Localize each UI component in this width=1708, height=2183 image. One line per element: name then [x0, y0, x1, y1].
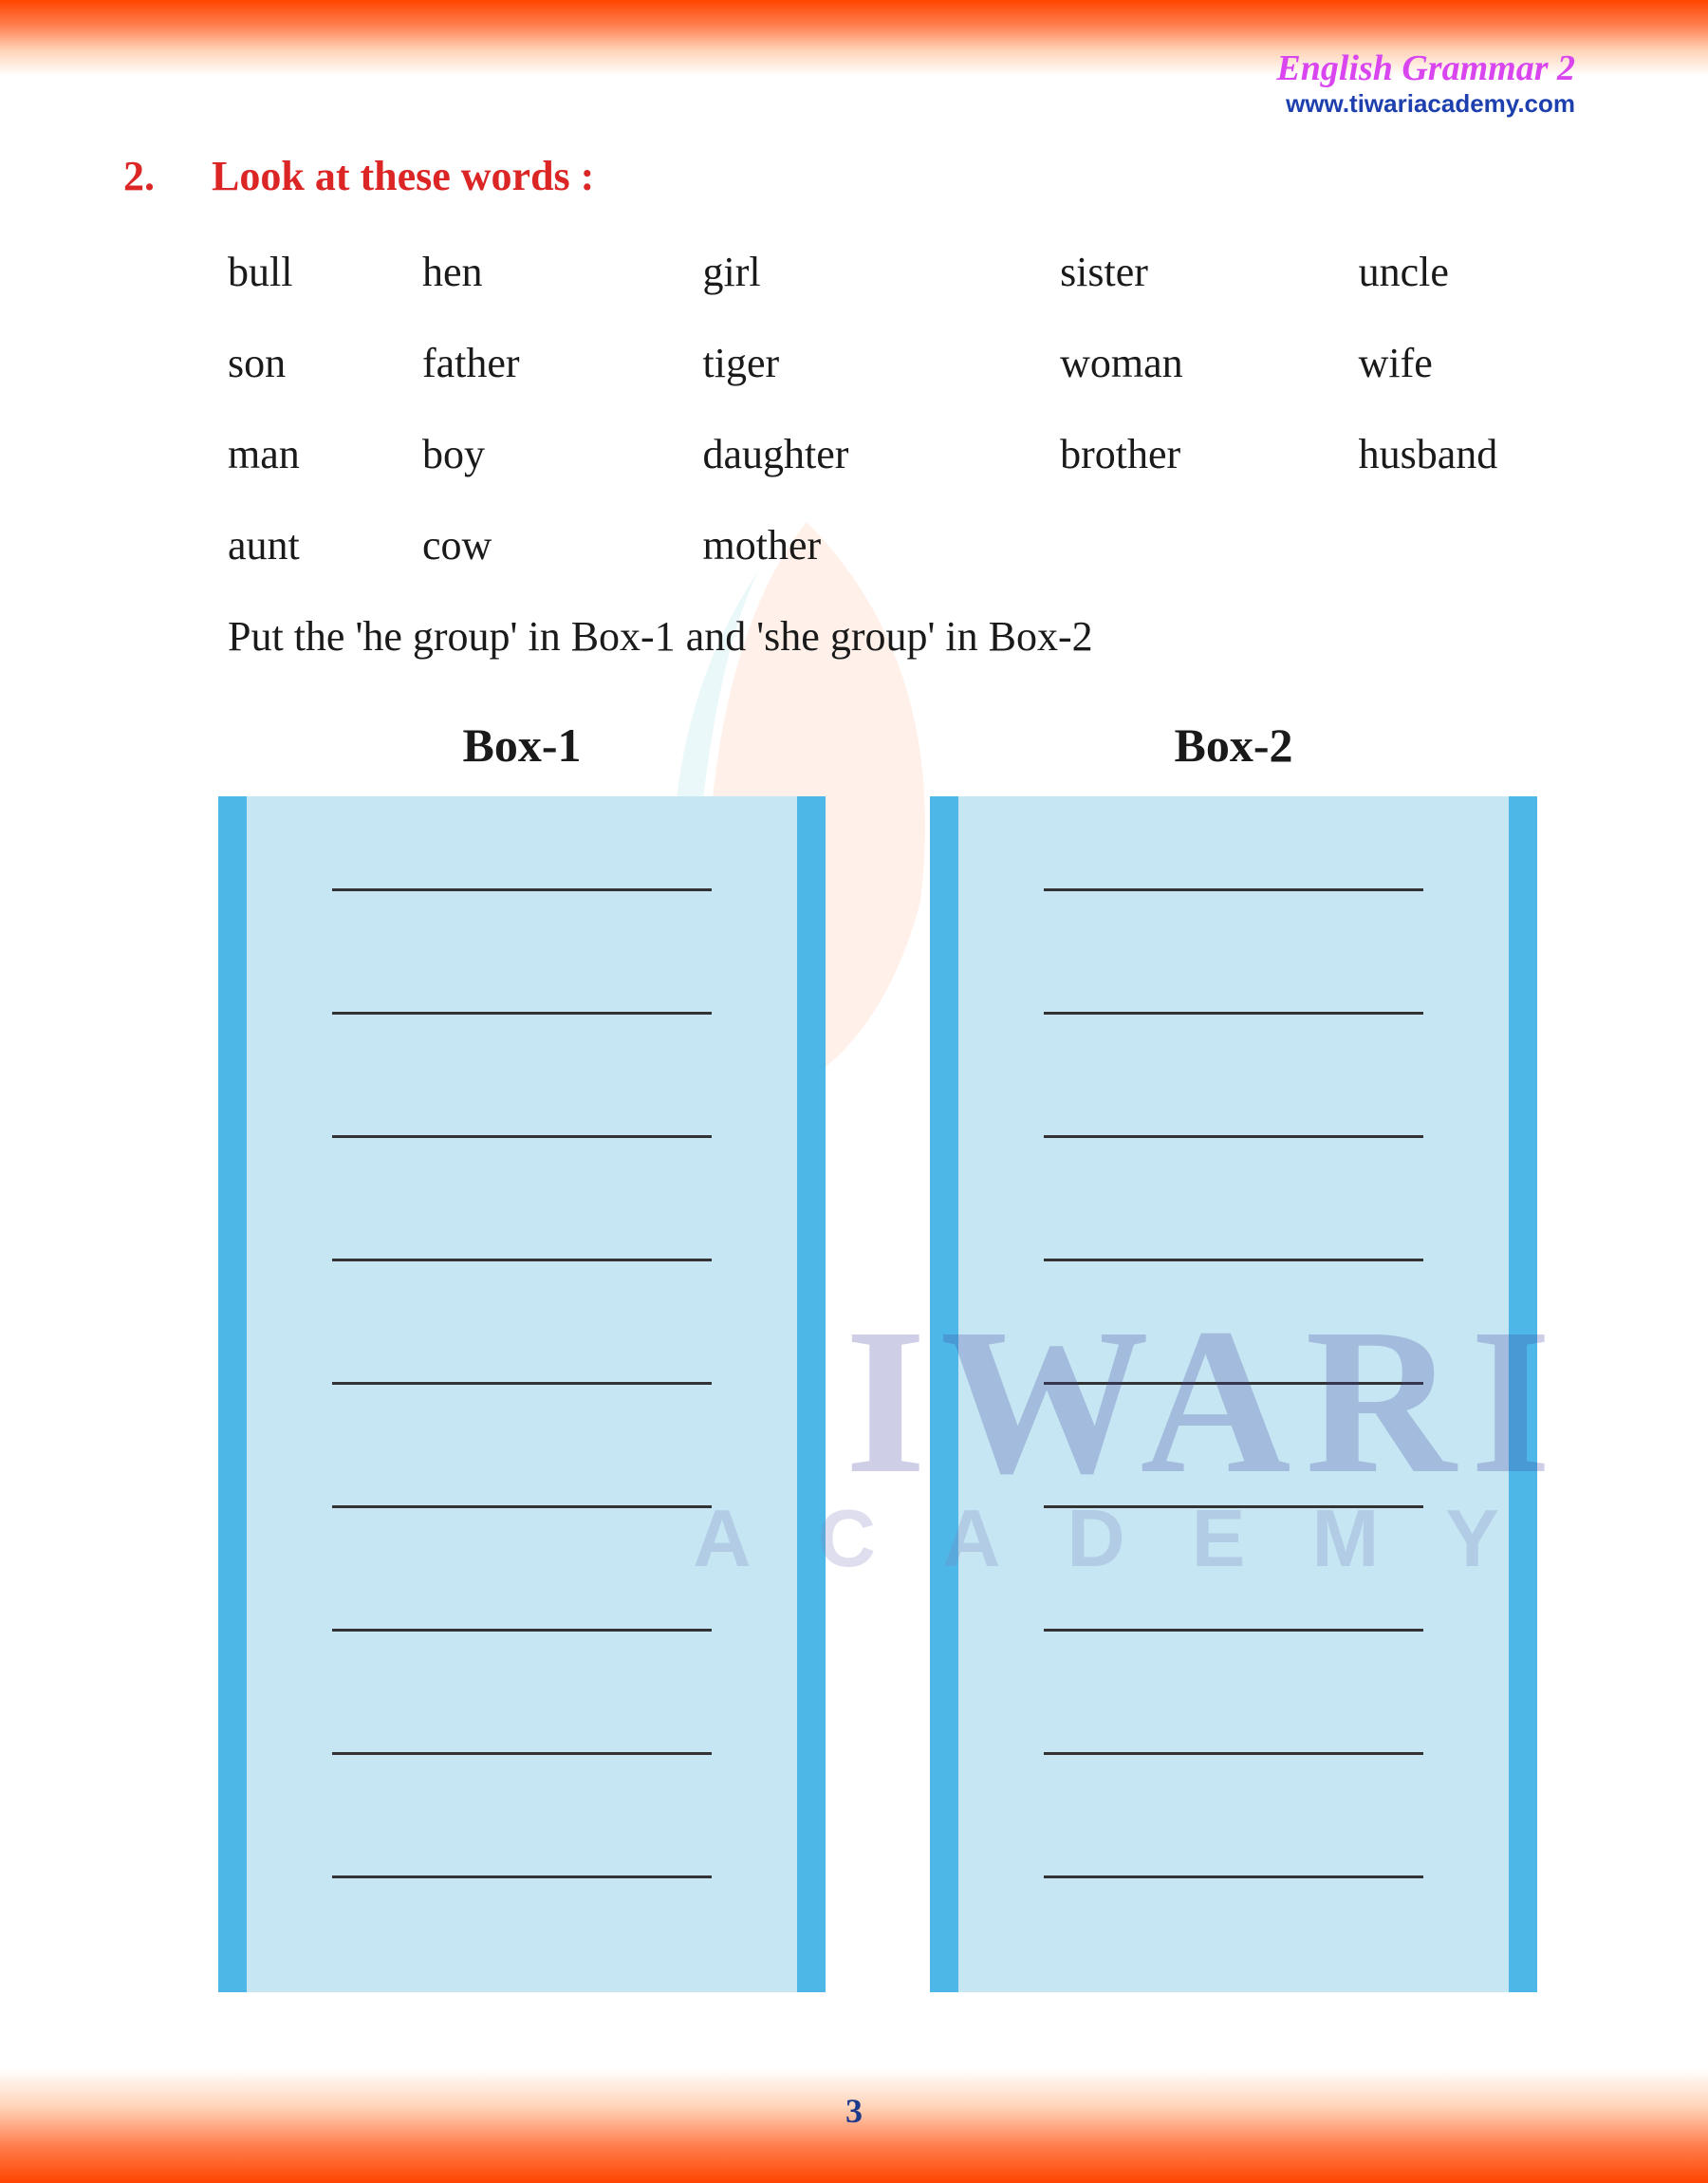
word: tiger [703, 339, 1061, 387]
blank-line[interactable] [1044, 1584, 1423, 1632]
blank-line[interactable] [1044, 1461, 1423, 1508]
blank-line[interactable] [1044, 1091, 1423, 1138]
blank-line[interactable] [332, 1337, 712, 1385]
word-row: man boy daughter brother husband [228, 430, 1585, 478]
blank-line[interactable] [1044, 967, 1423, 1015]
box-1-body [218, 796, 826, 1992]
word: man [228, 430, 422, 478]
blank-line[interactable] [1044, 1214, 1423, 1261]
answer-box-2: Box-2 [930, 718, 1537, 1992]
page-number: 3 [845, 2091, 863, 2131]
blank-line[interactable] [1044, 1337, 1423, 1385]
blank-line[interactable] [332, 1461, 712, 1508]
word: mother [703, 521, 1061, 569]
word: woman [1060, 339, 1359, 387]
question-text: Look at these words : [212, 152, 594, 200]
header-title: English Grammar 2 [1276, 47, 1575, 89]
blank-line[interactable] [332, 1831, 712, 1878]
word-row: aunt cow mother [228, 521, 1585, 569]
word-row: son father tiger woman wife [228, 339, 1585, 387]
box-2-title: Box-2 [930, 718, 1537, 773]
blank-line[interactable] [1044, 844, 1423, 891]
word: sister [1060, 248, 1359, 296]
word [1359, 521, 1585, 569]
blank-line[interactable] [332, 1584, 712, 1632]
word-grid: bull hen girl sister uncle son father ti… [228, 248, 1585, 569]
word: wife [1359, 339, 1585, 387]
word [1060, 521, 1359, 569]
word-row: bull hen girl sister uncle [228, 248, 1585, 296]
box-1-title: Box-1 [218, 718, 826, 773]
box-2-body [930, 796, 1537, 1992]
word: father [422, 339, 703, 387]
blank-line[interactable] [332, 1091, 712, 1138]
word: brother [1060, 430, 1359, 478]
word: son [228, 339, 422, 387]
blank-line[interactable] [332, 967, 712, 1015]
word: girl [703, 248, 1061, 296]
blank-line[interactable] [1044, 1831, 1423, 1878]
blank-line[interactable] [332, 1707, 712, 1755]
word: aunt [228, 521, 422, 569]
question-heading: 2. Look at these words : [123, 152, 1585, 200]
answer-boxes-container: Box-1 Box-2 [171, 718, 1585, 1992]
blank-line[interactable] [1044, 1707, 1423, 1755]
word: hen [422, 248, 703, 296]
word: cow [422, 521, 703, 569]
answer-box-1: Box-1 [218, 718, 826, 1992]
page-content: English Grammar 2 www.tiwariacademy.com … [0, 0, 1708, 2106]
word: boy [422, 430, 703, 478]
word: daughter [703, 430, 1061, 478]
word: husband [1359, 430, 1585, 478]
blank-line[interactable] [332, 844, 712, 891]
blank-line[interactable] [332, 1214, 712, 1261]
word: uncle [1359, 248, 1585, 296]
header-url: www.tiwariacademy.com [1276, 89, 1575, 119]
question-number: 2. [123, 152, 155, 200]
instruction-text: Put the 'he group' in Box-1 and 'she gro… [228, 612, 1585, 661]
page-header: English Grammar 2 www.tiwariacademy.com [1276, 47, 1575, 119]
word: bull [228, 248, 422, 296]
